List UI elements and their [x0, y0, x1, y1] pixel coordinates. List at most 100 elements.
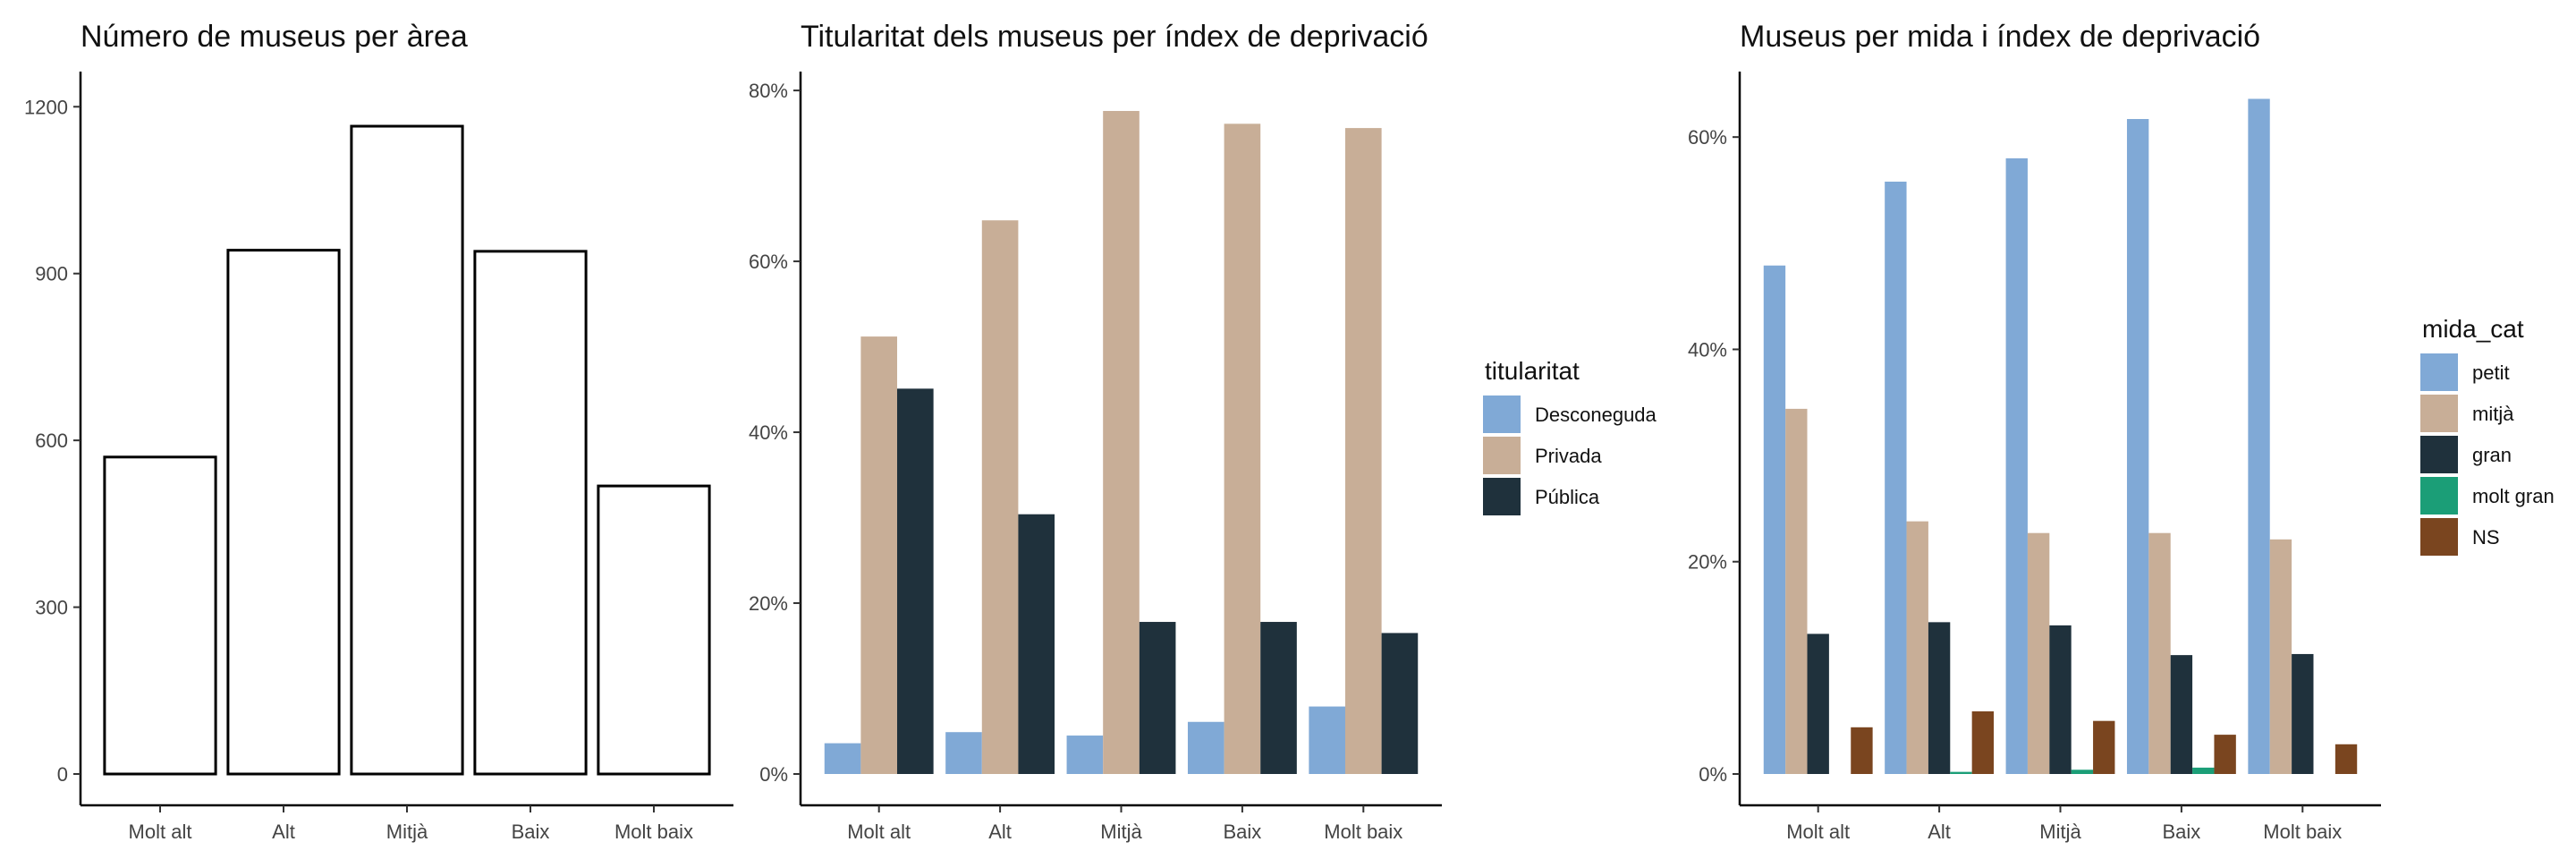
- plot-area: 0 300 600 900 1200 Molt alt Alt Mitjà Baix Molt b…: [24, 72, 733, 843]
- bar-mitj: [2269, 539, 2292, 774]
- y-tick-label: 600: [35, 430, 68, 452]
- legend-label: Privada: [1535, 445, 1602, 467]
- legend-title: titularitat: [1485, 357, 1580, 385]
- bar-desconeguda: [1066, 736, 1104, 774]
- legend-swatch: [2420, 395, 2458, 432]
- bar-privada: [1103, 111, 1140, 774]
- bar-petit: [1885, 182, 1907, 774]
- bar-pblica: [1139, 622, 1176, 774]
- legend-label: Desconeguda: [1535, 404, 1657, 426]
- y-tick-label: 1200: [24, 96, 68, 118]
- x-tick-label: Molt alt: [1786, 821, 1850, 843]
- x-tick-label: Molt alt: [129, 821, 192, 843]
- bar: [597, 484, 711, 776]
- legend: titularitat Desconeguda Privada Pública: [1483, 357, 1657, 515]
- x-tick-label: Molt baix: [614, 821, 693, 843]
- bar-pblica: [897, 388, 934, 774]
- bar-desconeguda: [945, 732, 982, 774]
- legend-label: petit: [2472, 361, 2510, 384]
- legend-label: molt gran: [2472, 485, 2555, 507]
- bar-molt-gran: [1950, 771, 1972, 774]
- bar-molt-gran: [2192, 767, 2215, 774]
- bar-petit: [1763, 265, 1786, 774]
- bar-ns: [1851, 727, 1873, 774]
- legend-label: gran: [2472, 444, 2512, 466]
- bar-gran: [2170, 655, 2193, 774]
- legend-title: mida_cat: [2422, 315, 2524, 343]
- legend-label: mitjà: [2472, 403, 2514, 425]
- x-tick-label: Mitjà: [1100, 821, 1142, 843]
- x-tick-label: Molt alt: [847, 821, 911, 843]
- bar-molt-gran: [2071, 770, 2094, 774]
- bar-mitj: [1906, 521, 1928, 774]
- bar-desconeguda: [1309, 706, 1345, 774]
- x-tick-label: Mitjà: [386, 821, 428, 843]
- legend-swatch: [1483, 478, 1521, 515]
- panel-size: Museus per mida i índex de deprivació 0%…: [1688, 20, 2555, 843]
- chart-title: Número de museus per àrea: [80, 20, 468, 54]
- bar-petit: [2005, 157, 2028, 775]
- bar-desconeguda: [1187, 721, 1224, 774]
- y-tick-label: 60%: [749, 251, 788, 273]
- bar-ns: [2093, 720, 2115, 774]
- legend-swatch: [1483, 395, 1521, 433]
- bar-gran: [2049, 625, 2072, 774]
- y-tick-label: 0: [57, 763, 68, 786]
- legend-label: Pública: [1535, 486, 1600, 508]
- legend-swatch: [2420, 477, 2458, 515]
- bar: [226, 249, 341, 776]
- legend-swatch: [2420, 353, 2458, 391]
- legend-swatch: [2420, 518, 2458, 556]
- x-tick-label: Baix: [2163, 821, 2201, 843]
- bar-gran: [1807, 634, 1829, 774]
- legend: mida_cat petit mitjà gran molt gran NS: [2420, 315, 2555, 556]
- bar-privada: [981, 220, 1019, 775]
- x-tick-label: Alt: [272, 821, 295, 843]
- bar-petit: [2126, 119, 2149, 774]
- y-tick-label: 80%: [749, 80, 788, 102]
- legend-label: NS: [2472, 526, 2500, 549]
- legend-swatch: [1483, 437, 1521, 474]
- y-tick-label: 40%: [749, 421, 788, 444]
- y-tick-label: 60%: [1688, 126, 1727, 149]
- x-tick-label: Molt baix: [1324, 821, 1402, 843]
- bar-desconeguda: [824, 743, 861, 774]
- x-tick-label: Molt baix: [2263, 821, 2342, 843]
- y-tick-label: 0%: [759, 763, 788, 786]
- panel-museums-per-area: Número de museus per àrea 0 300 600 900 1200…: [24, 20, 733, 843]
- bar-ns: [2334, 744, 2358, 774]
- panel-ownership: Titularitat dels museus per índex de dep…: [749, 20, 1657, 843]
- x-tick-label: Mitjà: [2039, 821, 2081, 843]
- y-tick-label: 40%: [1688, 338, 1727, 361]
- bar-privada: [1224, 123, 1261, 775]
- bar-pblica: [1260, 622, 1297, 774]
- legend-swatch: [2420, 436, 2458, 473]
- plot-area: 0% 20% 40% 60% 80% Molt alt Alt Mitjà Baix Molt b…: [749, 72, 1442, 843]
- x-tick-label: Baix: [512, 821, 550, 843]
- bar-gran: [1928, 622, 1951, 774]
- x-tick-label: Baix: [1224, 821, 1262, 843]
- bar-mitj: [2148, 532, 2171, 774]
- bar-mitj: [2027, 532, 2050, 774]
- y-tick-label: 0%: [1699, 763, 1727, 786]
- chart-title: Museus per mida i índex de deprivació: [1740, 20, 2260, 54]
- plot-area: 0% 20% 40% 60% Molt alt Alt Mitjà Baix Molt baix: [1688, 72, 2381, 843]
- bar-privada: [860, 336, 898, 774]
- y-tick-label: 20%: [1688, 551, 1727, 574]
- bar-mitj: [1785, 408, 1808, 774]
- bar-gran: [2292, 653, 2314, 774]
- y-tick-label: 300: [35, 597, 68, 619]
- bar-ns: [1971, 711, 1995, 774]
- bar-privada: [1344, 128, 1382, 775]
- x-tick-label: Alt: [1928, 821, 1951, 843]
- bar: [473, 250, 588, 776]
- y-tick-label: 20%: [749, 592, 788, 615]
- x-tick-label: Alt: [988, 821, 1012, 843]
- bar-pblica: [1381, 633, 1419, 774]
- bar-petit: [2248, 98, 2270, 775]
- bar-pblica: [1018, 514, 1055, 774]
- bar: [350, 124, 464, 776]
- chart-title: Titularitat dels museus per índex de dep…: [801, 20, 1428, 54]
- bar: [103, 455, 217, 776]
